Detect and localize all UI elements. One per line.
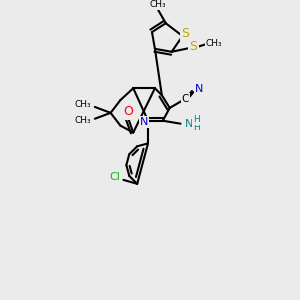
Text: O: O (123, 105, 133, 119)
Text: Cl: Cl (109, 172, 120, 182)
Text: S: S (182, 27, 190, 40)
Text: N: N (185, 119, 194, 129)
Text: N: N (195, 84, 203, 94)
Text: CH₃: CH₃ (75, 100, 91, 109)
Text: CH₃: CH₃ (206, 39, 222, 48)
Text: C: C (182, 94, 189, 104)
Text: S: S (189, 40, 197, 53)
Text: H: H (193, 123, 200, 132)
Text: CH₃: CH₃ (150, 0, 166, 9)
Text: N: N (140, 117, 148, 127)
Text: H: H (193, 115, 200, 124)
Text: CH₃: CH₃ (75, 116, 91, 125)
